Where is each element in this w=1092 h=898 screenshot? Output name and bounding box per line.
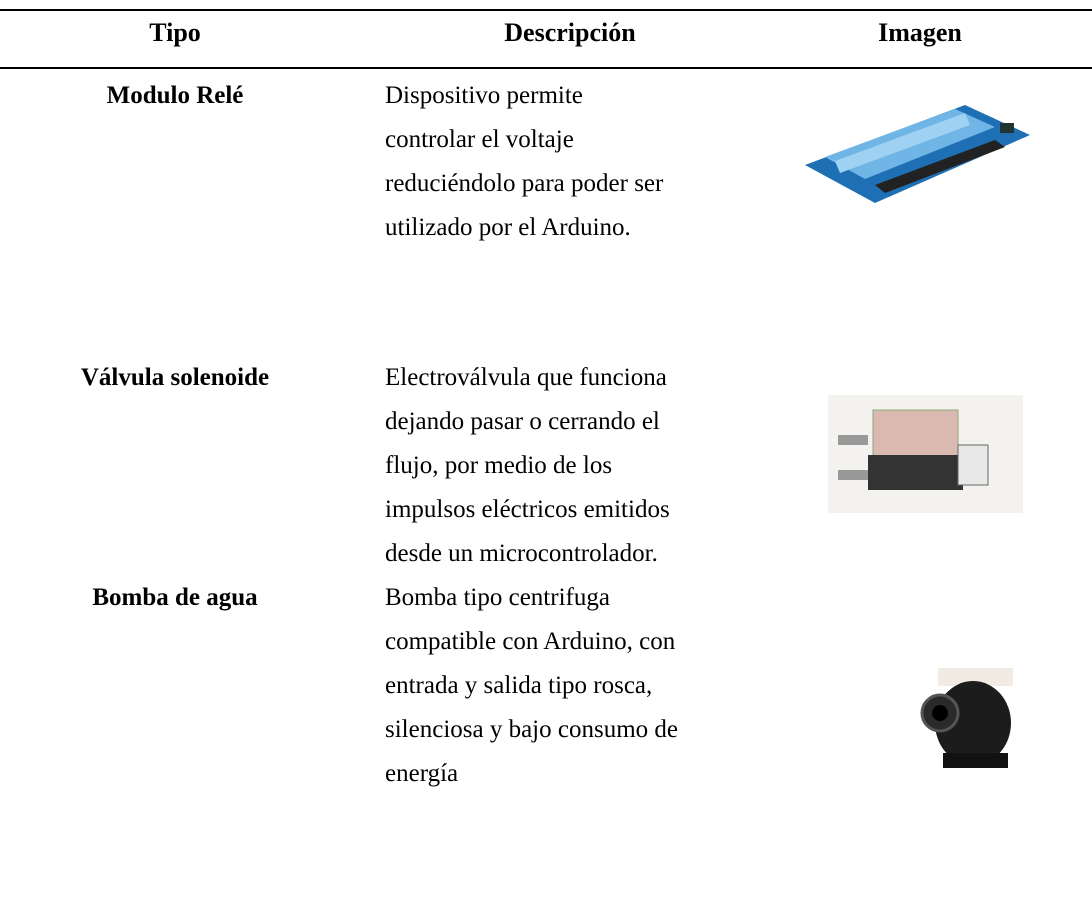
relay-image bbox=[805, 105, 1030, 203]
description-line: compatible con Arduino, con bbox=[385, 628, 676, 655]
description-line: desde un microcontrolador. bbox=[385, 540, 658, 567]
description-line: impulsos eléctricos emitidos bbox=[385, 496, 670, 523]
description-line: silenciosa y bajo consumo de bbox=[385, 716, 678, 743]
type-cell: Válvula solenoide bbox=[80, 364, 270, 391]
solenoid-image bbox=[828, 395, 1023, 513]
top-rule bbox=[0, 9, 1092, 11]
description-line: Bomba tipo centrifuga bbox=[385, 584, 610, 611]
type-cell: Bomba de agua bbox=[92, 584, 258, 611]
header-cell: Tipo bbox=[149, 18, 201, 47]
header-cell: Descripción bbox=[504, 18, 636, 47]
description-line: Dispositivo permite bbox=[385, 82, 583, 109]
description-line: energía bbox=[385, 760, 459, 787]
description-line: reduciéndolo para poder ser bbox=[385, 170, 664, 197]
header-rule bbox=[0, 67, 1092, 69]
description-line: dejando pasar o cerrando el bbox=[385, 408, 660, 435]
description-line: Electroválvula que funciona bbox=[385, 364, 667, 391]
pump-image bbox=[920, 668, 1013, 768]
description-line: utilizado por el Arduino. bbox=[385, 214, 631, 241]
description-line: entrada y salida tipo rosca, bbox=[385, 672, 653, 699]
description-line: controlar el voltaje bbox=[385, 126, 574, 153]
header-cell: Imagen bbox=[878, 18, 962, 47]
type-cell: Modulo Relé bbox=[106, 82, 244, 109]
description-line: flujo, por medio de los bbox=[385, 452, 613, 479]
